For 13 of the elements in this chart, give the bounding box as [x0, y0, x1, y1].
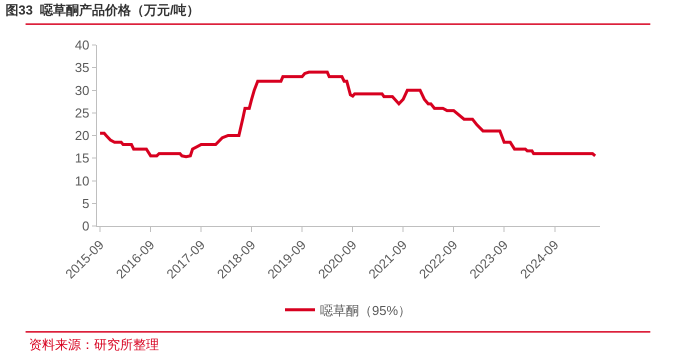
y-tick-label: 15 — [74, 150, 90, 166]
y-tick-label: 35 — [74, 60, 90, 76]
y-tick-label: 10 — [74, 173, 90, 188]
chart-title: 图33 噁草酮产品价格（万元/吨） — [5, 2, 200, 18]
y-tick-label: 40 — [74, 38, 90, 53]
y-tick-label: 25 — [74, 105, 90, 120]
y-tick-label: 20 — [74, 128, 90, 144]
text: 资料来源：研究所整理 — [29, 337, 159, 352]
legend-label: 噁草酮（95%） — [320, 302, 412, 318]
y-tick-label: 5 — [82, 196, 90, 211]
y-tick-label: 0 — [82, 218, 90, 234]
y-tick-label: 30 — [74, 82, 90, 98]
line-series — [98, 70, 597, 158]
